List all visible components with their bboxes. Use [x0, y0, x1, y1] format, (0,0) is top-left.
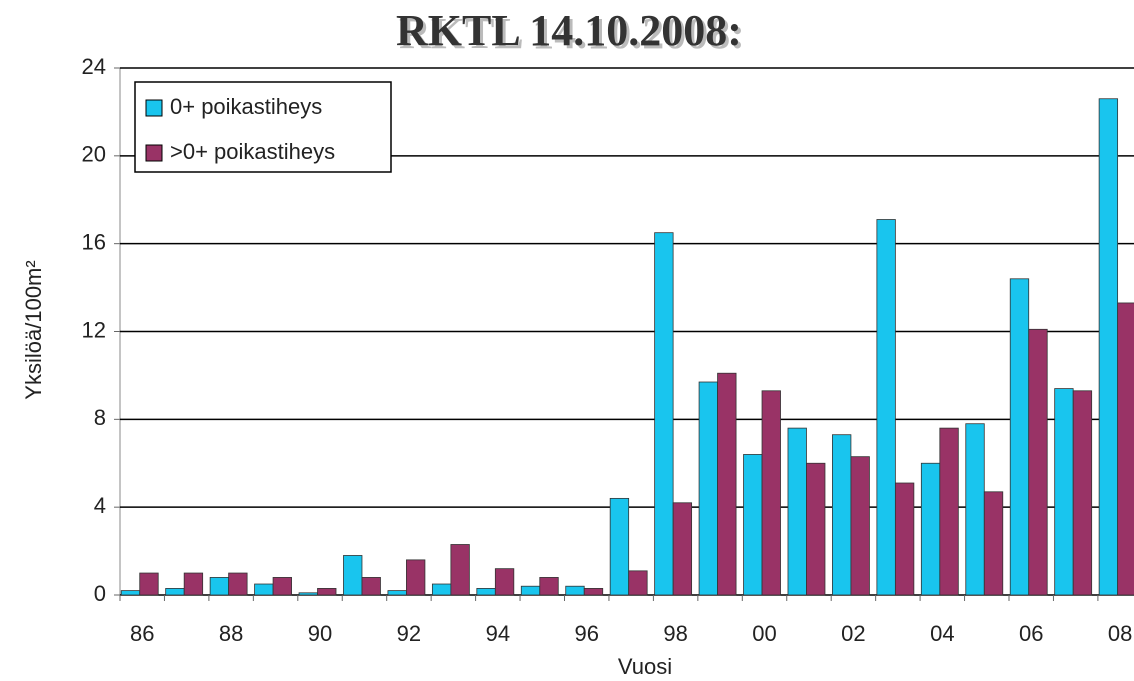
- bar: [672, 502, 693, 596]
- x-tick-label: 06: [1019, 621, 1043, 646]
- bar: [920, 462, 941, 596]
- x-tick-label: 00: [752, 621, 776, 646]
- bar: [628, 570, 648, 596]
- bar: [698, 381, 718, 596]
- bar: [1117, 302, 1134, 596]
- bar: [317, 588, 337, 596]
- legend-box: [134, 81, 392, 173]
- bar: [583, 588, 604, 596]
- legend-label: >0+ poikastiheys: [170, 139, 335, 164]
- bar: [832, 434, 852, 596]
- bar: [1072, 390, 1093, 596]
- bar: [717, 372, 737, 596]
- bar: [387, 590, 407, 596]
- x-tick-label: 92: [397, 621, 421, 646]
- bar: [209, 577, 230, 596]
- bar: [450, 544, 470, 596]
- y-tick-label: 16: [82, 229, 106, 254]
- bar: [539, 577, 559, 596]
- bar: [894, 482, 915, 596]
- x-tick-label: 08: [1108, 621, 1132, 646]
- bar: [565, 585, 585, 596]
- chart-title-shadow: RKTL 14.10.2008:: [399, 9, 745, 58]
- bar: [983, 491, 1004, 596]
- legend-swatch: [145, 144, 163, 162]
- y-tick-label: 12: [82, 317, 106, 342]
- bar: [406, 559, 426, 596]
- bar: [761, 390, 781, 596]
- bar: [494, 568, 515, 596]
- x-tick-label: 88: [219, 621, 243, 646]
- legend-swatch: [145, 99, 163, 117]
- bar: [1028, 328, 1048, 596]
- x-tick-label: 98: [663, 621, 687, 646]
- bar: [654, 232, 674, 596]
- x-tick-label: 94: [486, 621, 510, 646]
- y-tick-label: 8: [94, 405, 106, 430]
- x-tick-label: 04: [930, 621, 954, 646]
- bar: [139, 572, 159, 596]
- chart-title: RKTL 14.10.2008:: [396, 6, 742, 55]
- bar: [850, 456, 870, 596]
- bar: [361, 577, 381, 596]
- bar: [254, 583, 274, 596]
- bar: [965, 423, 985, 596]
- bar: [806, 462, 826, 596]
- x-tick-label: 86: [130, 621, 154, 646]
- bar: [183, 572, 204, 596]
- bar: [609, 497, 630, 596]
- bar: [476, 588, 496, 596]
- bar: [272, 577, 292, 596]
- x-tick-label: 90: [308, 621, 332, 646]
- bar: [876, 219, 896, 596]
- bar: [520, 585, 541, 596]
- y-tick-label: 4: [94, 493, 106, 518]
- legend-label: 0+ poikastiheys: [170, 94, 322, 119]
- bar: [1009, 278, 1030, 596]
- bar: [743, 454, 763, 596]
- bar: [939, 427, 959, 596]
- bar: [431, 583, 452, 596]
- x-tick-label: 02: [841, 621, 865, 646]
- bar: [228, 572, 248, 596]
- bar: [298, 592, 318, 596]
- y-tick-label: 0: [94, 581, 106, 606]
- bar: [120, 590, 141, 596]
- bar: [1054, 388, 1074, 596]
- x-axis-label: Vuosi: [618, 654, 672, 679]
- x-tick-label: 96: [574, 621, 598, 646]
- y-tick-label: 24: [82, 54, 106, 79]
- bar: [343, 555, 363, 596]
- y-tick-label: 20: [82, 142, 106, 167]
- y-axis-label: Yksilöä/100m²: [21, 260, 46, 399]
- bar: [1098, 98, 1119, 596]
- bar: [165, 588, 185, 596]
- bar: [787, 427, 807, 596]
